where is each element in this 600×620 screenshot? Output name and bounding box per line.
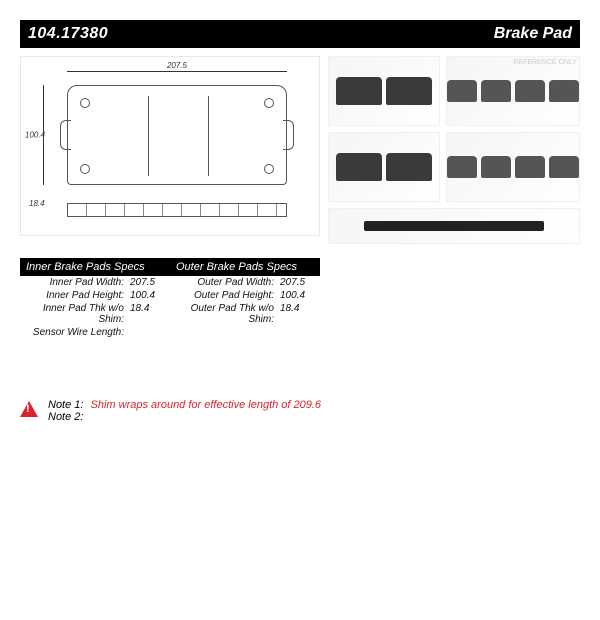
product-photos: REFERENCE ONLY: [328, 56, 580, 244]
note-1-label: Note 1:: [48, 399, 83, 411]
photo-shim: [328, 208, 580, 244]
outer-specs-heading: Outer Brake Pads Specs: [170, 258, 320, 276]
photo-pair-2: [328, 132, 440, 202]
dimension-height-label: 100.4: [25, 131, 45, 140]
note-1: Note 1: Shim wraps around for effective …: [48, 399, 321, 411]
spec-row: Inner Pad Thk w/o Shim:18.4: [20, 302, 170, 326]
note-1-text: Shim wraps around for effective length o…: [91, 399, 322, 411]
note-2: Note 2:: [48, 411, 321, 423]
outer-specs: Outer Brake Pads Specs Outer Pad Width:2…: [170, 258, 320, 339]
watermark-text: REFERENCE ONLY: [513, 59, 577, 66]
part-number: 104.17380: [28, 25, 108, 43]
photo-set: REFERENCE ONLY: [446, 56, 580, 126]
spec-row: Sensor Wire Length:: [20, 326, 170, 339]
spec-row: Inner Pad Height:100.4: [20, 289, 170, 302]
note-2-label: Note 2:: [48, 411, 83, 423]
dimension-width: 207.5: [67, 63, 287, 79]
notes-section: Note 1: Shim wraps around for effective …: [20, 399, 580, 423]
photo-front-pair: [328, 56, 440, 126]
inner-specs: Inner Brake Pads Specs Inner Pad Width:2…: [20, 258, 170, 339]
warning-icon: [20, 401, 38, 417]
header-bar: 104.17380 Brake Pad: [20, 20, 580, 48]
inner-specs-heading: Inner Brake Pads Specs: [20, 258, 170, 276]
spec-row: Outer Pad Width:207.5: [170, 276, 320, 289]
dimension-height: 100.4: [29, 85, 59, 185]
technical-drawing: 207.5 100.4 18.4: [20, 56, 320, 236]
dimension-thickness-label: 18.4: [29, 199, 45, 208]
pad-side-view: [67, 203, 287, 217]
spec-row: Outer Pad Thk w/o Shim:18.4: [170, 302, 320, 326]
pad-outline: [67, 85, 287, 185]
spec-row: Inner Pad Width:207.5: [20, 276, 170, 289]
spec-row: Outer Pad Height:100.4: [170, 289, 320, 302]
product-name: Brake Pad: [494, 25, 572, 43]
specs-tables: Inner Brake Pads Specs Inner Pad Width:2…: [20, 258, 580, 339]
dimension-width-label: 207.5: [165, 61, 189, 70]
photo-backplates: [446, 132, 580, 202]
